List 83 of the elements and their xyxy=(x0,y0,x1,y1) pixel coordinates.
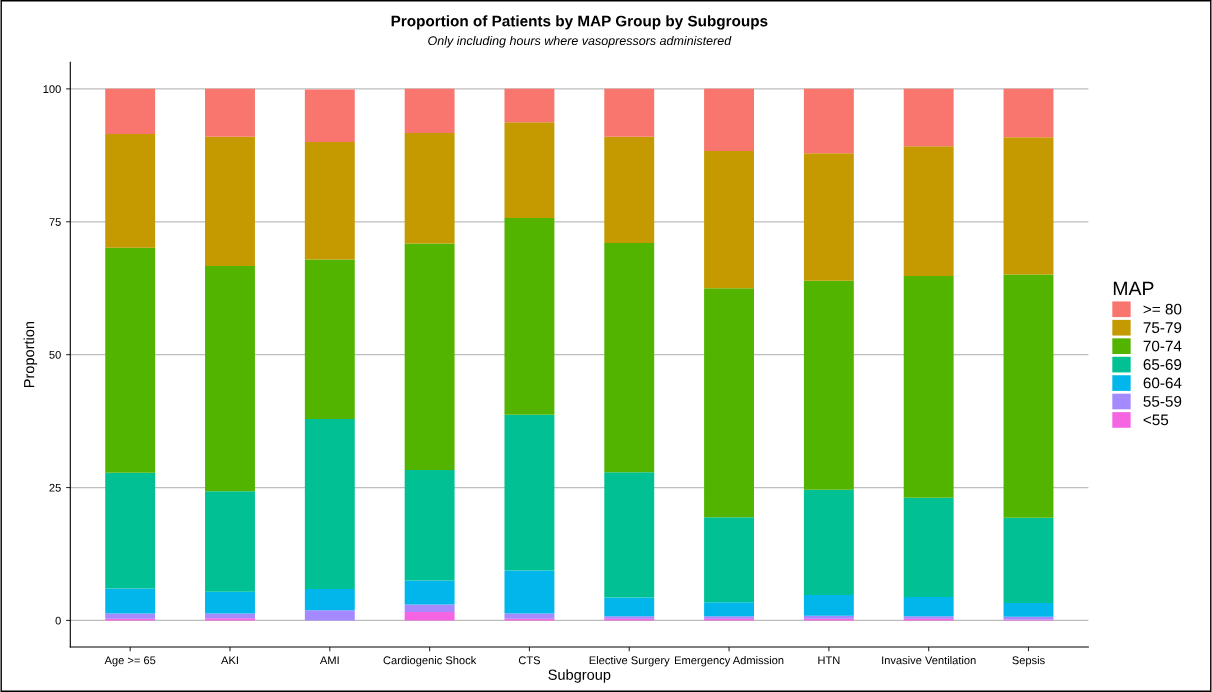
y-tick-label: 50 xyxy=(49,350,61,359)
bar xyxy=(803,594,854,616)
bar xyxy=(604,597,655,617)
y-tick-label: 25 xyxy=(49,483,61,492)
legend-label: 55-59 xyxy=(1143,395,1182,407)
legend-label: <55 xyxy=(1143,414,1169,426)
x-tick-label: Elective Surgery xyxy=(589,656,670,667)
bar xyxy=(803,88,854,154)
legend-label: 75-79 xyxy=(1143,322,1182,334)
bar xyxy=(105,472,156,589)
bar xyxy=(105,613,156,619)
bar xyxy=(903,275,954,498)
bar xyxy=(704,517,755,603)
bar xyxy=(304,589,355,611)
bar xyxy=(803,489,854,595)
bar xyxy=(404,470,455,581)
legend-label: 70-74 xyxy=(1143,340,1182,352)
bar xyxy=(404,243,455,470)
x-tick-label: CTS xyxy=(518,656,541,665)
bar xyxy=(604,472,655,598)
bar xyxy=(304,89,355,143)
bar xyxy=(304,142,355,260)
bar xyxy=(504,414,555,571)
bar xyxy=(404,88,455,133)
bar xyxy=(304,259,355,419)
chart-title: Proportion of Patients by MAP Group by Subgroups xyxy=(391,15,768,30)
bar xyxy=(105,88,156,135)
bar xyxy=(205,491,255,592)
bar xyxy=(1003,602,1054,617)
x-tick-label: Invasive Ventilation xyxy=(882,656,976,665)
bar xyxy=(205,591,255,614)
bar xyxy=(803,153,854,281)
bar xyxy=(404,604,455,612)
bar xyxy=(604,243,655,473)
bar xyxy=(704,151,755,289)
bar xyxy=(903,88,954,147)
bar xyxy=(105,134,156,248)
bar xyxy=(205,265,255,492)
x-tick-label: HTN xyxy=(818,656,840,665)
y-tick-label: 0 xyxy=(55,616,61,625)
bar xyxy=(604,136,655,244)
bar xyxy=(604,88,655,137)
x-tick-label: Sepsis xyxy=(1012,656,1045,667)
legend-label: 65-69 xyxy=(1143,359,1182,370)
chart-subtitle: Only including hours where vasopressors administered xyxy=(428,35,732,48)
bar xyxy=(404,611,455,621)
bar xyxy=(304,610,355,621)
bar xyxy=(105,588,156,614)
y-tick-label: 75 xyxy=(49,218,61,226)
x-tick-label: Emergency Admission xyxy=(675,656,784,667)
bar xyxy=(504,122,555,219)
bar xyxy=(504,570,555,614)
bar xyxy=(504,613,555,619)
bar xyxy=(704,288,755,518)
legend-label: >= 80 xyxy=(1143,303,1182,315)
x-tick-label: Age >= 65 xyxy=(104,656,156,667)
bar xyxy=(205,136,255,266)
bar xyxy=(903,146,954,276)
bar xyxy=(504,218,555,415)
bar xyxy=(404,580,455,605)
x-tick-label: Cardiogenic Shock xyxy=(383,656,477,667)
x-axis-title: Subgroup xyxy=(548,669,611,683)
x-tick-label: AKI xyxy=(221,656,238,665)
y-tick-label: 100 xyxy=(43,85,61,93)
bar xyxy=(1003,274,1054,518)
bar xyxy=(1003,137,1054,275)
bar xyxy=(105,247,156,473)
bar xyxy=(504,88,555,123)
x-tick-label: AMI xyxy=(319,656,339,665)
bar xyxy=(1003,517,1054,603)
bar xyxy=(903,597,954,617)
y-axis-title: Proportion xyxy=(23,321,38,388)
bar xyxy=(803,280,854,490)
legend-title: MAP xyxy=(1113,281,1154,296)
bar xyxy=(205,88,255,137)
bar xyxy=(704,88,755,152)
bar xyxy=(1003,88,1054,138)
legend-label: 60-64 xyxy=(1143,377,1182,389)
bar xyxy=(205,618,255,621)
bar xyxy=(304,418,355,590)
bar xyxy=(704,602,755,617)
bar xyxy=(404,132,455,244)
bar xyxy=(903,497,954,598)
